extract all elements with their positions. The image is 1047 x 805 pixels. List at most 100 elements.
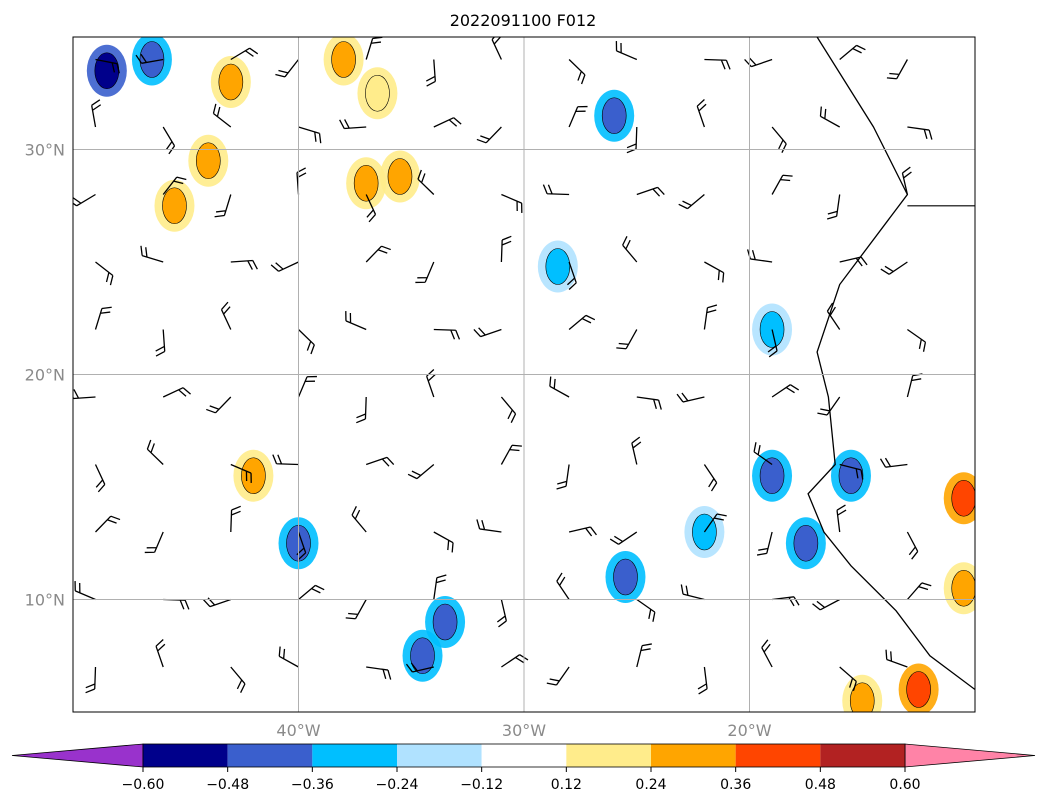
wind-barb bbox=[771, 384, 800, 398]
wind-barb bbox=[500, 396, 517, 423]
wind-barb bbox=[298, 126, 322, 144]
wind-barb bbox=[95, 58, 120, 74]
wind-barb bbox=[417, 169, 435, 195]
y-tick-label: 20°N bbox=[25, 366, 65, 385]
wind-barb bbox=[407, 464, 435, 480]
wind-barb bbox=[826, 302, 841, 330]
wind-barb bbox=[356, 396, 367, 424]
chart-title: 2022091100 F012 bbox=[450, 11, 597, 30]
colorbar-tick-label: 0.12 bbox=[551, 777, 582, 793]
anomaly-core bbox=[849, 682, 875, 712]
wind-barb bbox=[94, 306, 112, 330]
colorbar-tick-label: 0.48 bbox=[805, 777, 836, 793]
wind-barb bbox=[546, 666, 570, 686]
wind-barb bbox=[703, 304, 718, 330]
anomaly-core bbox=[410, 637, 435, 675]
anomaly-core bbox=[759, 311, 785, 348]
wind-barb bbox=[351, 506, 367, 533]
anomaly-core bbox=[387, 158, 413, 195]
wind-barb bbox=[772, 596, 800, 607]
wind-barb bbox=[95, 261, 114, 286]
wind-barb bbox=[162, 387, 191, 398]
wind-barb bbox=[568, 526, 597, 537]
colorbar-tick-label: −0.12 bbox=[460, 777, 503, 793]
wind-barb bbox=[817, 396, 841, 416]
anomaly-core bbox=[951, 479, 975, 517]
wind-barb bbox=[907, 328, 927, 352]
wind-barb bbox=[339, 119, 367, 130]
wind-barb bbox=[839, 44, 866, 60]
wind-barb bbox=[95, 515, 121, 533]
wind-barb bbox=[73, 389, 96, 400]
wind-barb bbox=[270, 261, 299, 272]
colorbar-segment bbox=[143, 744, 228, 767]
wind-barb bbox=[616, 329, 638, 350]
wind-barb bbox=[886, 59, 908, 80]
wind-barb bbox=[704, 58, 731, 70]
wind-barb bbox=[220, 301, 232, 330]
colorbar-tick-label: 0.60 bbox=[889, 777, 920, 793]
anomaly-core bbox=[432, 603, 458, 641]
wind-barb bbox=[771, 126, 787, 153]
wind-barb bbox=[566, 261, 577, 290]
wind-barb bbox=[622, 236, 638, 263]
wind-barb bbox=[162, 176, 187, 195]
wind-barb bbox=[425, 59, 436, 87]
wind-barb bbox=[556, 464, 570, 490]
wind-barb bbox=[365, 456, 395, 467]
wind-barb bbox=[696, 99, 707, 128]
map-area bbox=[72, 36, 976, 713]
y-tick-label: 10°N bbox=[25, 591, 65, 610]
wind-barb bbox=[636, 643, 652, 668]
wind-barb bbox=[426, 369, 436, 398]
wind-barb bbox=[907, 126, 933, 140]
wind-barb bbox=[836, 504, 847, 533]
wind-barb bbox=[433, 531, 454, 553]
wind-barb bbox=[476, 519, 502, 533]
wind-barb bbox=[906, 531, 919, 560]
wind-barb bbox=[275, 59, 300, 78]
anomaly-core bbox=[793, 524, 819, 562]
wind-barb bbox=[365, 194, 377, 223]
wind-barb bbox=[756, 531, 773, 556]
wind-barb bbox=[678, 194, 705, 210]
colorbar-segment bbox=[651, 744, 736, 767]
colorbar-segment bbox=[820, 744, 905, 767]
wind-barb bbox=[885, 649, 908, 668]
wind-barb bbox=[85, 666, 97, 694]
colorbar-tick-label: −0.48 bbox=[206, 777, 249, 793]
y-tick-label: 30°N bbox=[25, 141, 65, 160]
wind-barb bbox=[146, 439, 164, 465]
wind-barb bbox=[839, 256, 868, 267]
colorbar-tick-label: −0.36 bbox=[291, 777, 334, 793]
wind-barb bbox=[767, 329, 778, 358]
wind-barb bbox=[297, 375, 317, 398]
wind-barb bbox=[415, 261, 435, 284]
wind-barb bbox=[839, 666, 857, 692]
wind-barb bbox=[906, 373, 923, 398]
wind-barb bbox=[473, 327, 502, 338]
wind-barb bbox=[206, 396, 232, 414]
wind-barb bbox=[476, 126, 502, 144]
wind-barb bbox=[744, 57, 773, 68]
colorbar: −0.60 −0.48 −0.36 −0.24 −0.12 0.12 0.24 0.36 0.4… bbox=[11, 743, 1036, 793]
wind-barb bbox=[556, 572, 570, 600]
wind-barb bbox=[819, 106, 841, 128]
wind-barb bbox=[609, 531, 638, 545]
wind-barb bbox=[91, 99, 102, 128]
wind-barb bbox=[496, 599, 507, 628]
colorbar-segment bbox=[735, 744, 821, 767]
wind-barb bbox=[631, 436, 642, 465]
colorbar-tick-label: −0.60 bbox=[122, 777, 165, 793]
wind-barb bbox=[272, 454, 299, 466]
colorbar-segment bbox=[566, 744, 651, 767]
wind-barb bbox=[812, 598, 841, 611]
axes: 40°W 30°W 20°W 30°N 20°N 10°N bbox=[25, 141, 772, 741]
wind-barb bbox=[491, 37, 502, 60]
wind-barb bbox=[636, 186, 665, 197]
wind-barb bbox=[365, 245, 391, 263]
wind-barb bbox=[345, 599, 367, 620]
border-line bbox=[907, 205, 975, 207]
wind-barb bbox=[771, 174, 793, 195]
